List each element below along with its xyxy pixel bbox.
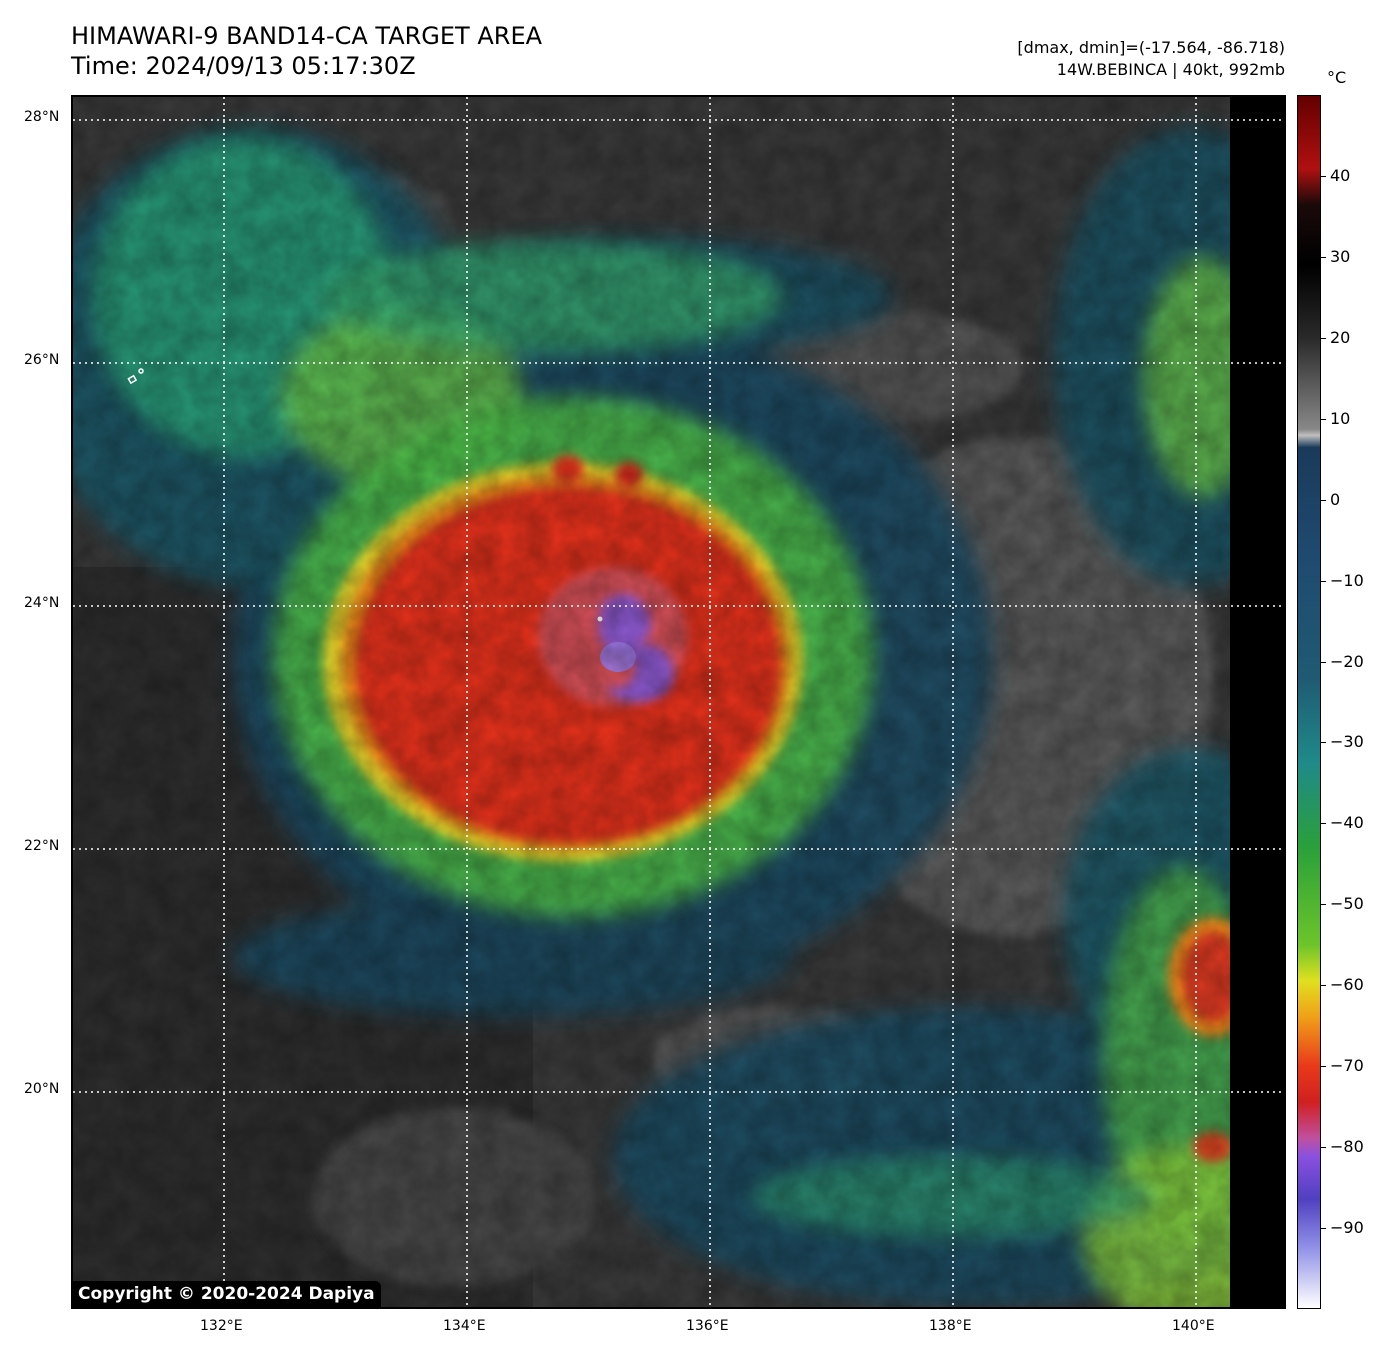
colorbar-tick xyxy=(1321,904,1326,906)
island-outline xyxy=(127,368,144,385)
colorbar-tick xyxy=(1321,580,1326,582)
storm-info: 14W.BEBINCA | 40kt, 992mb xyxy=(1056,60,1285,79)
copyright-label: Copyright © 2020-2024 Dapiya xyxy=(72,1281,381,1308)
lon-label-140e: 140°E xyxy=(1172,1318,1215,1334)
colorbar-tick-label: −80 xyxy=(1330,1137,1364,1157)
lat-label-28n: 28°N xyxy=(24,109,60,125)
colorbar-tick-label: 30 xyxy=(1330,246,1351,266)
colorbar-tick xyxy=(1321,823,1326,825)
colorbar-tick xyxy=(1321,418,1326,420)
graticule xyxy=(73,97,1284,1307)
colorbar-tick xyxy=(1321,1228,1326,1230)
observation-time: Time: 2024/09/13 05:17:30Z xyxy=(71,52,416,80)
temperature-range-info: [dmax, dmin]=(-17.564, -86.718) xyxy=(1017,38,1285,57)
lon-label-136e: 136°E xyxy=(686,1318,729,1334)
colorbar-tick xyxy=(1321,1147,1326,1149)
lat-label-20n: 20°N xyxy=(24,1081,60,1097)
colorbar-tick-label: 40 xyxy=(1330,165,1351,185)
image-texture xyxy=(73,97,1284,1307)
colorbar-tick-label: −40 xyxy=(1330,813,1364,833)
colorbar-tick xyxy=(1321,175,1326,177)
colorbar-tick xyxy=(1321,742,1326,744)
colorbar-tick-label: 20 xyxy=(1330,327,1351,347)
colorbar-tick-label: −20 xyxy=(1330,651,1364,671)
lon-label-134e: 134°E xyxy=(443,1318,486,1334)
colorbar-tick-label: −50 xyxy=(1330,894,1364,914)
colorbar-tick-label: −10 xyxy=(1330,570,1364,590)
colorbar-tick-label: 10 xyxy=(1330,408,1351,428)
colorbar-tick xyxy=(1321,499,1326,501)
lat-label-24n: 24°N xyxy=(24,595,60,611)
colorbar-tick xyxy=(1321,256,1326,258)
colorbar-tick-label: −90 xyxy=(1330,1218,1364,1238)
lat-label-26n: 26°N xyxy=(24,352,60,368)
colorbar xyxy=(1297,95,1321,1309)
colorbar-tick xyxy=(1321,337,1326,339)
colorbar-tick-label: −60 xyxy=(1330,975,1364,995)
map-title: HIMAWARI-9 BAND14-CA TARGET AREA xyxy=(71,22,543,50)
colorbar-tick-label: −70 xyxy=(1330,1056,1364,1076)
infrared-imagery xyxy=(73,97,1284,1307)
colorbar-tick-label: −30 xyxy=(1330,732,1364,752)
colorbar-tick-label: 0 xyxy=(1330,489,1341,509)
colorbar-tick xyxy=(1321,1066,1326,1068)
colorbar-tick xyxy=(1321,661,1326,663)
satellite-image xyxy=(71,95,1286,1309)
colorbar-tick xyxy=(1321,985,1326,987)
lon-label-138e: 138°E xyxy=(929,1318,972,1334)
no-data-strip xyxy=(1230,97,1284,1307)
lat-label-22n: 22°N xyxy=(24,838,60,854)
lon-label-132e: 132°E xyxy=(200,1318,243,1334)
colorbar-unit: °C xyxy=(1327,68,1347,87)
